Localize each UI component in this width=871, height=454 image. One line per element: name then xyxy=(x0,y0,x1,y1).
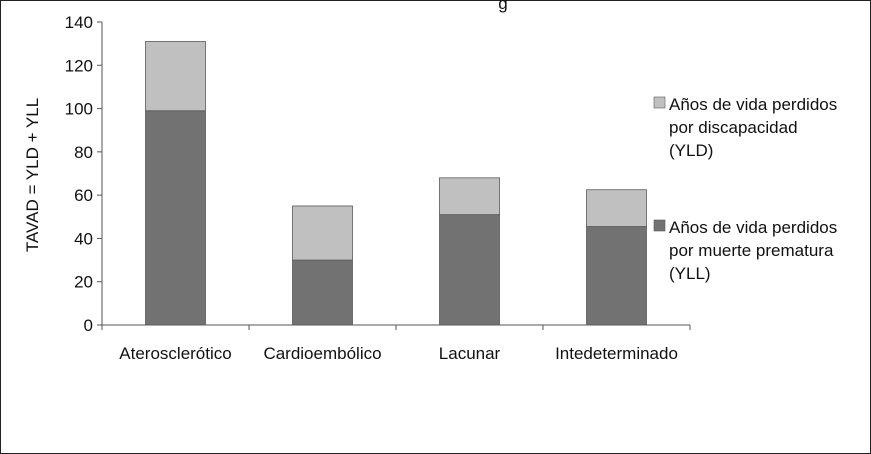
bars-layer xyxy=(145,41,647,326)
x-category-label: Lacunar xyxy=(439,344,501,363)
labels-layer: 0 20 40 60 80 100 120 140 Aterosclerótico Cardioe… xyxy=(65,13,678,363)
legend-label: Años de vida perdidos xyxy=(669,218,837,237)
bar-segment-yll xyxy=(586,226,647,326)
title-layer: g xyxy=(498,0,507,13)
bar-segment-yld xyxy=(292,205,353,261)
bar-segment-yll xyxy=(145,110,206,326)
x-category-label: Cardioembólico xyxy=(263,344,381,363)
bar-segment-yld xyxy=(145,41,206,112)
y-tick-label: 120 xyxy=(65,56,93,75)
x-category-label: Aterosclerótico xyxy=(119,344,231,363)
legend-label: (YLD) xyxy=(669,141,713,160)
bar-segment-yld xyxy=(439,177,500,216)
legend-swatch-yld xyxy=(653,96,666,109)
y-tick-label: 60 xyxy=(74,186,93,205)
chart-title-fragment: g xyxy=(498,0,507,13)
legend-swatch-yll xyxy=(653,219,666,232)
x-category-label: Intedeterminado xyxy=(555,344,678,363)
bar-segment-yld xyxy=(586,189,647,227)
y-tick-label: 0 xyxy=(84,316,93,335)
bar-segment-yll xyxy=(292,259,353,326)
y-tick-label: 20 xyxy=(74,273,93,292)
legend-label: por discapacidad xyxy=(669,118,798,137)
y-tick-label: 140 xyxy=(65,13,93,32)
y-axis-title: TAVAD = YLD + YLL xyxy=(23,98,42,252)
legend-label: por muerte prematura xyxy=(669,241,834,260)
legend-label: Años de vida perdidos xyxy=(669,95,837,114)
legend: Años de vida perdidos por discapacidad (YL… xyxy=(653,95,837,283)
legend-label: (YLL) xyxy=(669,264,711,283)
y-tick-label: 100 xyxy=(65,100,93,119)
y-tick-label: 80 xyxy=(74,143,93,162)
y-tick-label: 40 xyxy=(74,229,93,248)
bar-segment-yll xyxy=(439,214,500,326)
